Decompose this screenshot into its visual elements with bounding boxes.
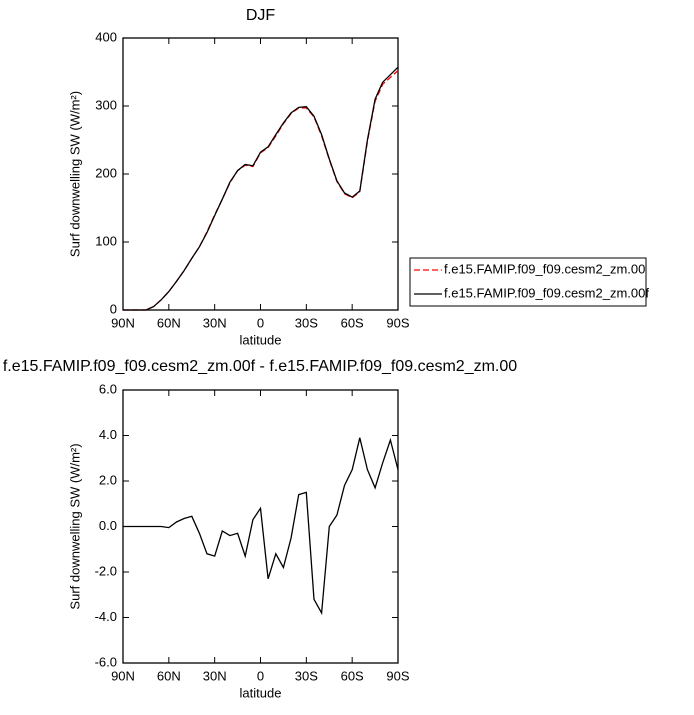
x-tick-label: 90S	[386, 315, 409, 330]
y-tick-label: -4.0	[95, 609, 117, 624]
legend-label: f.e15.FAMIP.f09_f09.cesm2_zm.00	[444, 261, 645, 276]
x-tick-label: 0	[257, 315, 264, 330]
y-tick-label: 400	[95, 29, 117, 44]
x-tick-label: 60S	[341, 315, 364, 330]
y-tick-label: 0	[110, 301, 117, 316]
data-line	[123, 66, 399, 311]
x-tick-label: 60S	[341, 668, 364, 683]
x-tick-label: 30N	[203, 315, 227, 330]
y-tick-label: 300	[95, 97, 117, 112]
x-tick-label: 30N	[203, 668, 227, 683]
chart-title: DJF	[246, 7, 276, 24]
y-tick-label: 6.0	[99, 381, 117, 396]
x-axis-label: latitude	[240, 332, 282, 347]
legend-label: f.e15.FAMIP.f09_f09.cesm2_zm.00f	[444, 285, 649, 300]
y-tick-label: 0.0	[99, 518, 117, 533]
x-tick-label: 30S	[295, 668, 318, 683]
legend-box	[409, 257, 647, 307]
y-tick-label: 4.0	[99, 427, 117, 442]
x-tick-label: 90S	[386, 668, 409, 683]
x-tick-label: 90N	[111, 668, 135, 683]
y-tick-label: -6.0	[95, 654, 117, 669]
data-line	[123, 437, 399, 616]
x-tick-label: 0	[257, 668, 264, 683]
y-tick-label: 200	[95, 165, 117, 180]
y-tick-label: 100	[95, 233, 117, 248]
x-tick-label: 90N	[111, 315, 135, 330]
y-tick-label: -2.0	[95, 563, 117, 578]
y-tick-label: 2.0	[99, 472, 117, 487]
x-tick-label: 30S	[295, 315, 318, 330]
x-axis-label: latitude	[240, 685, 282, 700]
plot-frame	[122, 37, 399, 311]
y-axis-label: Surf downwelling SW (W/m²)	[67, 91, 82, 257]
x-tick-label: 60N	[157, 668, 181, 683]
chart-title: f.e15.FAMIP.f09_f09.cesm2_zm.00f - f.e15…	[3, 358, 517, 375]
x-tick-label: 60N	[157, 315, 181, 330]
data-line	[123, 70, 399, 311]
y-axis-label: Surf downwelling SW (W/m²)	[67, 443, 82, 609]
